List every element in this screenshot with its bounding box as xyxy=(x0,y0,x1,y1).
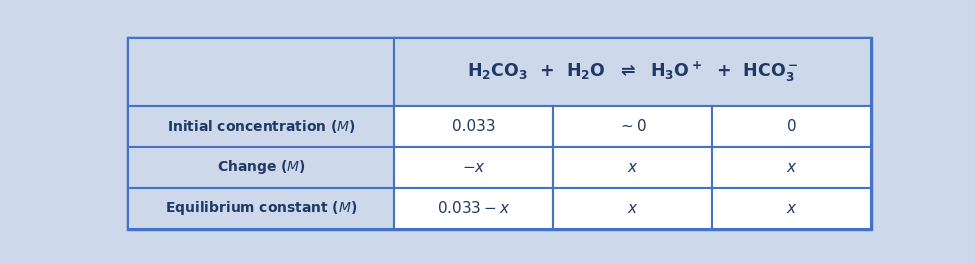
Text: $\sim$0: $\sim$0 xyxy=(618,118,647,134)
Text: 0: 0 xyxy=(787,119,797,134)
Bar xyxy=(394,147,553,188)
Text: $0.033 - x$: $0.033 - x$ xyxy=(437,200,511,216)
Bar xyxy=(128,188,394,229)
Text: $-x$: $-x$ xyxy=(462,160,486,175)
Text: $\mathbf{H_2CO_3}$  $\mathbf{+}$  $\mathbf{H_2O}$  $\mathbf{\rightleftharpoons}$: $\mathbf{H_2CO_3}$ $\mathbf{+}$ $\mathbf… xyxy=(467,60,799,84)
Bar xyxy=(553,188,713,229)
Text: $x$: $x$ xyxy=(786,160,798,175)
Text: $x$: $x$ xyxy=(627,160,639,175)
Bar xyxy=(713,147,872,188)
Bar xyxy=(713,188,872,229)
Text: $x$: $x$ xyxy=(627,201,639,216)
Bar xyxy=(713,106,872,147)
Bar xyxy=(128,106,394,147)
Bar xyxy=(394,38,872,106)
Text: $\bf{Equilibrium\ constant\ (}$$\bf{\mathit{M}}$$\bf{)}$: $\bf{Equilibrium\ constant\ (}$$\bf{\mat… xyxy=(165,199,357,217)
Bar xyxy=(128,147,394,188)
Text: $x$: $x$ xyxy=(786,201,798,216)
Bar xyxy=(553,147,713,188)
Text: 0.033: 0.033 xyxy=(451,119,495,134)
Bar xyxy=(394,188,553,229)
Text: $\bf{Initial\ concentration\ (}$$\bf{\mathit{M}}$$\bf{)}$: $\bf{Initial\ concentration\ (}$$\bf{\ma… xyxy=(167,118,355,135)
Bar xyxy=(553,106,713,147)
Bar xyxy=(394,106,553,147)
Text: $\bf{Change\ (}$$\bf{\mathit{M}}$$\bf{)}$: $\bf{Change\ (}$$\bf{\mathit{M}}$$\bf{)}… xyxy=(216,158,305,176)
Bar xyxy=(128,38,394,106)
